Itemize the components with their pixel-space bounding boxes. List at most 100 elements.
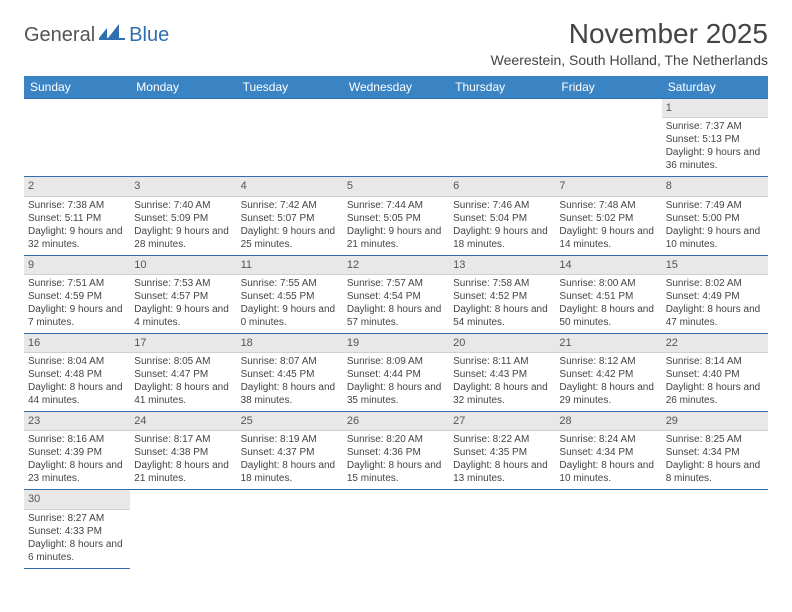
sunset-line: Sunset: 5:04 PM [453,212,551,225]
calendar-day: 6Sunrise: 7:46 AMSunset: 5:04 PMDaylight… [449,177,555,255]
weekday-header: Tuesday [237,76,343,99]
sunrise-line: Sunrise: 8:00 AM [559,277,657,290]
day-body: Sunrise: 7:55 AMSunset: 4:55 PMDaylight:… [237,275,343,333]
day-body: Sunrise: 7:58 AMSunset: 4:52 PMDaylight:… [449,275,555,333]
day-number: 28 [555,412,661,431]
daylight-line: Daylight: 8 hours and 50 minutes. [559,303,657,329]
sunset-line: Sunset: 4:39 PM [28,446,126,459]
daylight-line: Daylight: 8 hours and 13 minutes. [453,459,551,485]
daylight-line: Daylight: 8 hours and 41 minutes. [134,381,232,407]
sunset-line: Sunset: 4:57 PM [134,290,232,303]
calendar-day: 11Sunrise: 7:55 AMSunset: 4:55 PMDayligh… [237,255,343,333]
day-body: Sunrise: 8:07 AMSunset: 4:45 PMDaylight:… [237,353,343,411]
day-body: Sunrise: 7:42 AMSunset: 5:07 PMDaylight:… [237,197,343,255]
title-block: November 2025 Weerestein, South Holland,… [491,18,768,68]
day-body: Sunrise: 8:22 AMSunset: 4:35 PMDaylight:… [449,431,555,489]
weekday-header: Friday [555,76,661,99]
daylight-line: Daylight: 9 hours and 28 minutes. [134,225,232,251]
calendar-empty [555,99,661,177]
day-body: Sunrise: 8:24 AMSunset: 4:34 PMDaylight:… [555,431,661,489]
calendar-day: 18Sunrise: 8:07 AMSunset: 4:45 PMDayligh… [237,333,343,411]
sunrise-line: Sunrise: 8:27 AM [28,512,126,525]
day-body: Sunrise: 8:27 AMSunset: 4:33 PMDaylight:… [24,510,130,568]
day-body: Sunrise: 8:11 AMSunset: 4:43 PMDaylight:… [449,353,555,411]
day-body: Sunrise: 7:37 AMSunset: 5:13 PMDaylight:… [662,118,768,176]
calendar-day: 20Sunrise: 8:11 AMSunset: 4:43 PMDayligh… [449,333,555,411]
sunset-line: Sunset: 4:37 PM [241,446,339,459]
day-number: 6 [449,177,555,196]
daylight-line: Daylight: 8 hours and 38 minutes. [241,381,339,407]
sunrise-line: Sunrise: 7:46 AM [453,199,551,212]
day-body: Sunrise: 8:00 AMSunset: 4:51 PMDaylight:… [555,275,661,333]
calendar-empty [343,99,449,177]
calendar-day: 5Sunrise: 7:44 AMSunset: 5:05 PMDaylight… [343,177,449,255]
day-number: 10 [130,256,236,275]
calendar-day: 19Sunrise: 8:09 AMSunset: 4:44 PMDayligh… [343,333,449,411]
day-body: Sunrise: 8:04 AMSunset: 4:48 PMDaylight:… [24,353,130,411]
weekday-header: Saturday [662,76,768,99]
sunset-line: Sunset: 4:51 PM [559,290,657,303]
sunrise-line: Sunrise: 8:12 AM [559,355,657,368]
daylight-line: Daylight: 9 hours and 25 minutes. [241,225,339,251]
day-number: 2 [24,177,130,196]
calendar-day: 21Sunrise: 8:12 AMSunset: 4:42 PMDayligh… [555,333,661,411]
calendar-empty [130,99,236,177]
calendar-day: 13Sunrise: 7:58 AMSunset: 4:52 PMDayligh… [449,255,555,333]
daylight-line: Daylight: 8 hours and 57 minutes. [347,303,445,329]
day-number: 4 [237,177,343,196]
sunset-line: Sunset: 4:48 PM [28,368,126,381]
calendar-empty [237,99,343,177]
sunset-line: Sunset: 5:00 PM [666,212,764,225]
calendar-day: 17Sunrise: 8:05 AMSunset: 4:47 PMDayligh… [130,333,236,411]
logo-text-general: General [24,24,95,47]
sunset-line: Sunset: 5:09 PM [134,212,232,225]
sunrise-line: Sunrise: 7:44 AM [347,199,445,212]
calendar-empty [24,99,130,177]
day-body: Sunrise: 7:40 AMSunset: 5:09 PMDaylight:… [130,197,236,255]
calendar-row: 1Sunrise: 7:37 AMSunset: 5:13 PMDaylight… [24,99,768,177]
daylight-line: Daylight: 9 hours and 4 minutes. [134,303,232,329]
daylight-line: Daylight: 8 hours and 26 minutes. [666,381,764,407]
daylight-line: Daylight: 9 hours and 18 minutes. [453,225,551,251]
calendar-row: 23Sunrise: 8:16 AMSunset: 4:39 PMDayligh… [24,412,768,490]
logo: General Blue [24,18,169,47]
calendar-day: 22Sunrise: 8:14 AMSunset: 4:40 PMDayligh… [662,333,768,411]
day-body: Sunrise: 7:51 AMSunset: 4:59 PMDaylight:… [24,275,130,333]
day-number: 24 [130,412,236,431]
day-body: Sunrise: 7:46 AMSunset: 5:04 PMDaylight:… [449,197,555,255]
day-body: Sunrise: 8:12 AMSunset: 4:42 PMDaylight:… [555,353,661,411]
calendar-day: 8Sunrise: 7:49 AMSunset: 5:00 PMDaylight… [662,177,768,255]
sunset-line: Sunset: 5:02 PM [559,212,657,225]
day-body: Sunrise: 8:19 AMSunset: 4:37 PMDaylight:… [237,431,343,489]
day-number: 7 [555,177,661,196]
day-number: 18 [237,334,343,353]
calendar-day: 27Sunrise: 8:22 AMSunset: 4:35 PMDayligh… [449,412,555,490]
calendar-day: 23Sunrise: 8:16 AMSunset: 4:39 PMDayligh… [24,412,130,490]
sunset-line: Sunset: 4:40 PM [666,368,764,381]
sunset-line: Sunset: 5:05 PM [347,212,445,225]
sunrise-line: Sunrise: 7:53 AM [134,277,232,290]
day-number: 15 [662,256,768,275]
calendar-day: 7Sunrise: 7:48 AMSunset: 5:02 PMDaylight… [555,177,661,255]
day-body: Sunrise: 8:20 AMSunset: 4:36 PMDaylight:… [343,431,449,489]
calendar-day: 16Sunrise: 8:04 AMSunset: 4:48 PMDayligh… [24,333,130,411]
sunrise-line: Sunrise: 8:16 AM [28,433,126,446]
day-body: Sunrise: 7:57 AMSunset: 4:54 PMDaylight:… [343,275,449,333]
weekday-header-row: SundayMondayTuesdayWednesdayThursdayFrid… [24,76,768,99]
calendar-day: 26Sunrise: 8:20 AMSunset: 4:36 PMDayligh… [343,412,449,490]
day-number: 14 [555,256,661,275]
calendar-empty [343,490,449,568]
weekday-header: Wednesday [343,76,449,99]
daylight-line: Daylight: 8 hours and 10 minutes. [559,459,657,485]
daylight-line: Daylight: 9 hours and 21 minutes. [347,225,445,251]
day-number: 27 [449,412,555,431]
sunrise-line: Sunrise: 8:11 AM [453,355,551,368]
daylight-line: Daylight: 8 hours and 18 minutes. [241,459,339,485]
day-number: 20 [449,334,555,353]
sunrise-line: Sunrise: 7:37 AM [666,120,764,133]
calendar-empty [662,490,768,568]
sunrise-line: Sunrise: 7:40 AM [134,199,232,212]
calendar-day: 2Sunrise: 7:38 AMSunset: 5:11 PMDaylight… [24,177,130,255]
calendar-empty [237,490,343,568]
calendar-day: 25Sunrise: 8:19 AMSunset: 4:37 PMDayligh… [237,412,343,490]
